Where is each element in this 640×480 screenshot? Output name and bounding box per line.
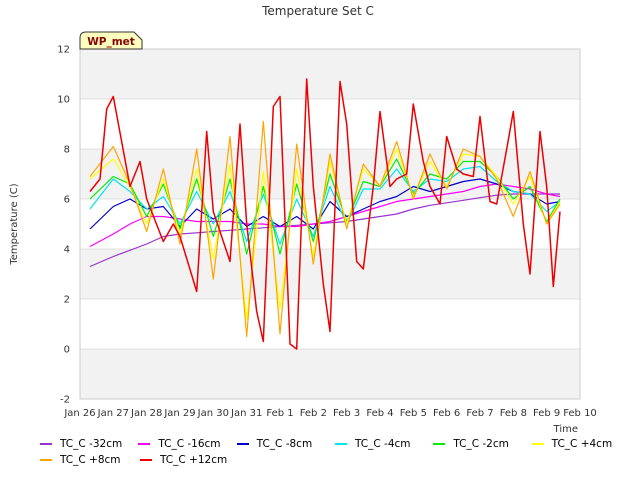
y-tick-label: 4 <box>64 245 70 256</box>
x-tick-label: Feb 4 <box>366 408 393 419</box>
legend-swatch <box>334 443 347 445</box>
legend-swatch <box>236 443 249 445</box>
legend: TC_C -32cm TC_C -16cm TC_C -8cm TC_C -4cm TC… <box>40 436 630 468</box>
x-tick-label: Jan 27 <box>97 408 129 419</box>
legend-row: TC_C +8cm TC_C +12cm <box>40 452 630 468</box>
x-tick-label: Jan 28 <box>130 408 162 419</box>
annotation-box: WP_met <box>79 31 143 50</box>
x-axis-label: Time <box>553 424 578 435</box>
legend-swatch <box>138 443 151 445</box>
chart-title: Temperature Set C <box>261 4 374 18</box>
plot-frame <box>79 48 581 400</box>
annotation-label: WP_met <box>87 36 135 48</box>
x-tick-label: Feb 7 <box>466 408 493 419</box>
legend-label: TC_C -16cm <box>158 438 221 450</box>
legend-item: TC_C -32cm <box>40 438 138 450</box>
x-tick-label: Feb 2 <box>300 408 327 419</box>
legend-swatch <box>531 443 544 445</box>
legend-label: TC_C -8cm <box>256 438 313 450</box>
x-tick-label: Feb 5 <box>400 408 427 419</box>
x-axis-ticks: Jan 26 Jan 27 Jan 28 Jan 29 Jan 30 Jan 31 Feb … <box>63 408 596 419</box>
background-band <box>80 349 580 399</box>
legend-item: TC_C -8cm <box>236 438 335 450</box>
legend-label: TC_C -4cm <box>354 438 411 450</box>
legend-swatch <box>40 459 52 461</box>
x-tick-label: Feb 9 <box>533 408 560 419</box>
x-tick-label: Jan 29 <box>163 408 195 419</box>
y-tick-label: 8 <box>64 145 70 156</box>
y-tick-label: 12 <box>57 45 70 56</box>
legend-label: TC_C +12cm <box>160 454 228 466</box>
series-line <box>89 193 560 268</box>
legend-label: TC_C +8cm <box>60 454 121 466</box>
x-tick-label: Jan 26 <box>63 408 95 419</box>
y-tick-label: -2 <box>60 395 70 406</box>
background-bands <box>80 49 580 399</box>
legend-label: TC_C +4cm <box>551 438 613 450</box>
legend-label: TC_C -32cm <box>60 438 123 450</box>
legend-item: TC_C +4cm <box>531 438 630 450</box>
x-tick-label: Feb 6 <box>433 408 460 419</box>
legend-item: TC_C +8cm <box>40 454 140 466</box>
x-tick-label: Feb 8 <box>500 408 527 419</box>
y-tick-label: 6 <box>64 195 70 206</box>
legend-item: TC_C -2cm <box>433 438 531 450</box>
gridlines <box>80 48 580 400</box>
legend-swatch <box>140 459 152 461</box>
background-band <box>80 249 580 299</box>
legend-item: TC_C +12cm <box>140 454 240 466</box>
x-tick-label: Jan 30 <box>197 408 229 419</box>
legend-swatch <box>433 443 446 445</box>
y-tick-label: 2 <box>64 295 70 306</box>
x-tick-label: Feb 3 <box>333 408 360 419</box>
series-lines <box>89 78 561 350</box>
legend-label: TC_C -2cm <box>453 438 509 450</box>
legend-item: TC_C -4cm <box>334 438 433 450</box>
series-line <box>89 78 561 350</box>
x-tick-label: Jan 31 <box>230 408 262 419</box>
y-tick-label: 10 <box>57 95 70 106</box>
background-band <box>80 49 580 99</box>
y-tick-label: 0 <box>64 345 70 356</box>
y-axis-ticks: -2 0 2 4 6 8 10 12 <box>57 45 70 406</box>
x-tick-label: Feb 1 <box>266 408 293 419</box>
legend-swatch <box>40 443 52 445</box>
legend-item: TC_C -16cm <box>138 438 236 450</box>
y-axis-label: Temperature (C) <box>9 183 20 265</box>
x-tick-label: Feb 10 <box>563 408 597 419</box>
legend-row: TC_C -32cm TC_C -16cm TC_C -8cm TC_C -4cm TC… <box>40 436 630 452</box>
